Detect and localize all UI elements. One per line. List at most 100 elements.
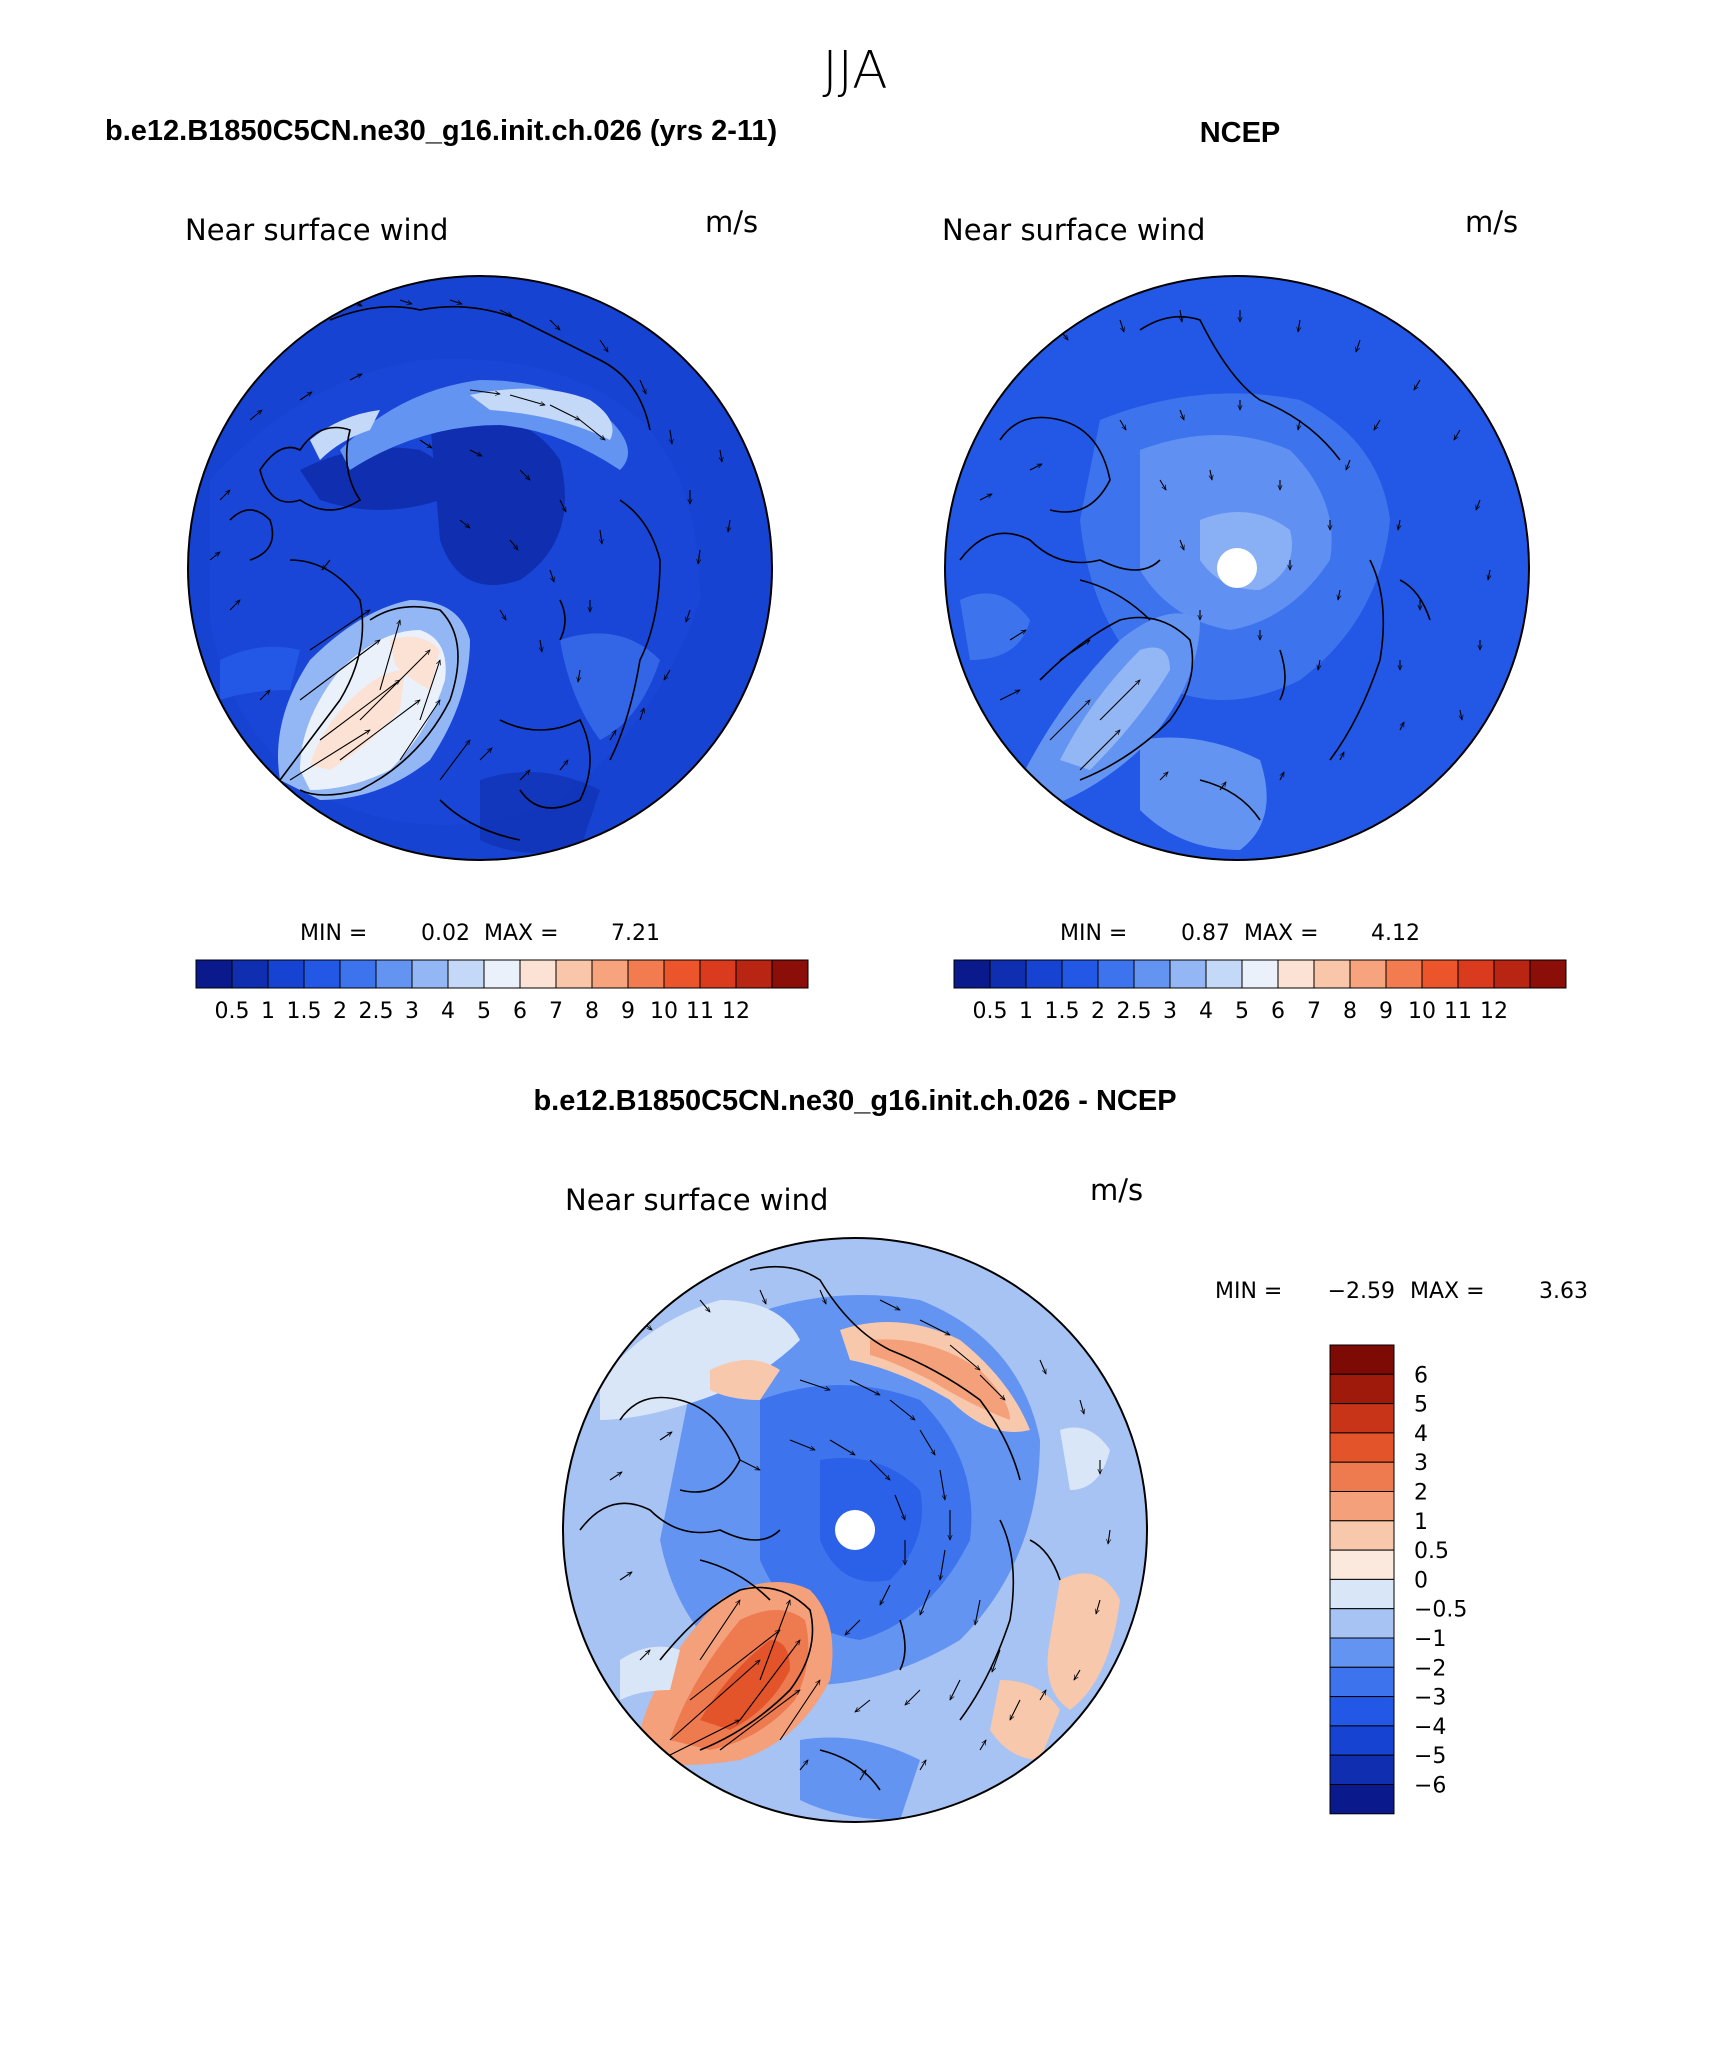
colorbar-tick-label: 2 — [333, 999, 347, 1024]
colorbar-swatch — [519, 959, 557, 989]
colorbar-swatch — [375, 959, 413, 989]
colorbar-tick-label: 3 — [405, 999, 419, 1024]
colorbar-swatch — [1329, 1461, 1395, 1492]
colorbar-tick-label: 7 — [1307, 999, 1321, 1024]
colorbar-tick-label: 1.5 — [287, 999, 322, 1024]
stats-readout: MIN = 0.87 MAX = 4.12 — [1060, 921, 1420, 946]
colorbar-swatch — [1329, 1696, 1395, 1727]
colorbar-swatch — [591, 959, 629, 989]
units-label: m/s — [705, 205, 758, 239]
colorbar-tick-label: 12 — [722, 999, 750, 1024]
colorbar-tick-label: 1 — [1019, 999, 1033, 1024]
colorbar-tick-label: 1.5 — [1045, 999, 1080, 1024]
colorbar: 0.5 1 1.5 2 2.5 3 4 5 6 7 8 9 10 11 12 — [195, 959, 809, 1024]
colorbar-swatch — [267, 959, 305, 989]
colorbar-swatch — [483, 959, 521, 989]
colorbar-tick-label: −5 — [1414, 1744, 1446, 1769]
colorbar-tick-label: 4 — [1199, 999, 1213, 1024]
colorbar-swatch — [1493, 959, 1531, 989]
colorbar-tick-label: 10 — [1408, 999, 1436, 1024]
colorbar-tick-label: 9 — [1379, 999, 1393, 1024]
colorbar-tick-label: −4 — [1414, 1715, 1446, 1740]
colorbar-swatch — [1385, 959, 1423, 989]
colorbar-tick-label: 12 — [1480, 999, 1508, 1024]
colorbar-swatch — [1349, 959, 1387, 989]
colorbar-tick-label: 1 — [1414, 1510, 1428, 1535]
colorbar-swatch — [989, 959, 1027, 989]
field-label: Near surface wind — [565, 1183, 828, 1217]
colorbar-tick-label: 5 — [1414, 1393, 1428, 1418]
colorbar-tick-label: 2.5 — [1117, 999, 1152, 1024]
colorbar-tick-label: 7 — [549, 999, 563, 1024]
colorbar-swatch — [1329, 1725, 1395, 1756]
colorbar-swatch — [231, 959, 269, 989]
colorbar-swatch — [1457, 959, 1495, 989]
colorbar-tick-label: 8 — [1343, 999, 1357, 1024]
max-label: MAX = — [484, 921, 559, 946]
max-value: 7.21 — [611, 921, 660, 946]
min-label: MIN = — [1060, 921, 1127, 946]
colorbar-tick-label: 0.5 — [1414, 1539, 1449, 1564]
colorbar-tick-label: 5 — [1235, 999, 1249, 1024]
colorbar-swatch — [1329, 1491, 1395, 1522]
colorbar-tick-label: −6 — [1414, 1774, 1446, 1799]
colorbar-swatch — [953, 959, 991, 989]
colorbar-tick-label: 3 — [1414, 1451, 1428, 1476]
colorbar-swatch — [1329, 1344, 1395, 1375]
colorbar-tick-label: 1 — [261, 999, 275, 1024]
colorbar-swatch — [303, 959, 341, 989]
min-label: MIN = — [300, 921, 367, 946]
page-title: JJA — [822, 41, 887, 101]
colorbar-tick-label: 10 — [650, 999, 678, 1024]
colorbar-swatch — [1329, 1373, 1395, 1405]
colorbar-tick-label: 2.5 — [359, 999, 394, 1024]
stats-readout: MIN = 0.02 MAX = 7.21 — [300, 921, 660, 946]
panel-difference: b.e12.B1850C5CN.ne30_g16.init.ch.026 - N… — [533, 1085, 1588, 1823]
panel-heading: b.e12.B1850C5CN.ne30_g16.init.ch.026 - N… — [533, 1085, 1176, 1117]
min-value: 0.02 — [421, 921, 470, 946]
colorbar-tick-label: 0.5 — [973, 999, 1008, 1024]
colorbar-swatch — [339, 959, 377, 989]
min-value: −2.59 — [1328, 1279, 1395, 1304]
panel-heading: b.e12.B1850C5CN.ne30_g16.init.ch.026 (yr… — [105, 115, 777, 147]
colorbar-tick-label: 3 — [1163, 999, 1177, 1024]
field-label: Near surface wind — [942, 213, 1205, 247]
colorbar-tick-label: 6 — [513, 999, 527, 1024]
colorbar-swatch — [411, 959, 449, 989]
colorbar-swatch — [1329, 1403, 1395, 1434]
colorbar-tick-label: 11 — [686, 999, 714, 1024]
colorbar-swatch — [1277, 959, 1315, 989]
colorbar-tick-label: 5 — [477, 999, 491, 1024]
colorbar-swatch — [1329, 1754, 1395, 1785]
colorbar-swatch — [1329, 1637, 1395, 1668]
colorbar-swatch — [1097, 959, 1135, 989]
colorbar-swatch — [1313, 959, 1351, 989]
colorbar-swatch — [699, 959, 737, 989]
colorbar-swatch — [1133, 959, 1171, 989]
panel-heading: NCEP — [1200, 117, 1281, 149]
colorbar-swatch — [555, 959, 593, 989]
polar-map — [945, 276, 1529, 860]
max-label: MAX = — [1410, 1279, 1485, 1304]
colorbar-tick-label: 2 — [1414, 1481, 1428, 1506]
colorbar-tick-label: 6 — [1271, 999, 1285, 1024]
field-label: Near surface wind — [185, 213, 448, 247]
colorbar-swatch — [1529, 959, 1567, 989]
min-label: MIN = — [1215, 1279, 1282, 1304]
units-label: m/s — [1090, 1173, 1143, 1207]
polar-map — [563, 1238, 1147, 1822]
colorbar-swatch — [1329, 1784, 1395, 1815]
panel-model: b.e12.B1850C5CN.ne30_g16.init.ch.026 (yr… — [105, 115, 809, 1024]
colorbar-swatch — [627, 959, 665, 989]
colorbar-swatch — [1421, 959, 1459, 989]
colorbar-swatch — [1329, 1578, 1395, 1610]
colorbar-tick-label: 9 — [621, 999, 635, 1024]
colorbar-swatch — [1329, 1608, 1395, 1639]
colorbar-swatch — [663, 959, 701, 989]
colorbar-swatch — [1205, 959, 1243, 989]
colorbar-tick-label: −2 — [1414, 1656, 1446, 1681]
stats-readout: MIN = −2.59 MAX = 3.63 — [1215, 1279, 1588, 1304]
colorbar-swatch — [1329, 1432, 1395, 1463]
colorbar-tick-label: 11 — [1444, 999, 1472, 1024]
